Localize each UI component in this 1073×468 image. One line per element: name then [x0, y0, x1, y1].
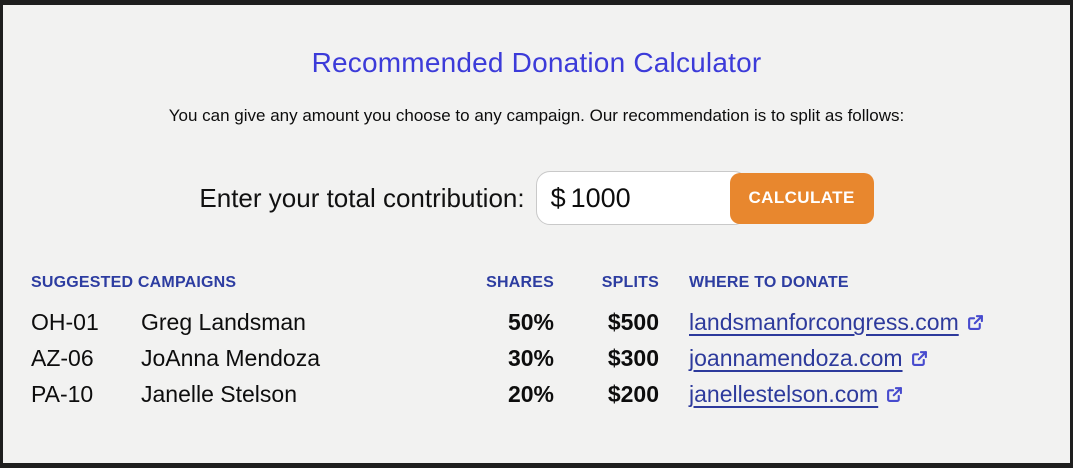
external-link-icon [967, 314, 984, 331]
page-title: Recommended Donation Calculator [311, 47, 762, 78]
split-amount: $500 [607, 309, 659, 335]
candidate-name: Greg Landsman [141, 309, 306, 335]
header-where-to-donate: WHERE TO DONATE [689, 274, 849, 291]
district-code: AZ-06 [31, 345, 94, 371]
header-splits: SPLITS [601, 274, 659, 291]
currency-prefix: $ [550, 182, 566, 213]
share-percent: 50% [507, 309, 554, 335]
split-amount: $200 [607, 381, 659, 407]
donate-link[interactable]: janellestelson.com [689, 381, 879, 407]
donate-link[interactable]: landsmanforcongress.com [689, 309, 959, 335]
table-row-donate-cell: janellestelson.com [659, 376, 959, 412]
candidate-name: JoAnna Mendoza [141, 345, 321, 371]
calculate-button[interactable]: CALCULATE [729, 172, 874, 224]
contribution-input-box[interactable]: $ [535, 171, 748, 225]
external-link-icon [886, 386, 903, 403]
table-row-donate-cell: landsmanforcongress.com [659, 304, 983, 340]
header-suggested-campaigns: SUGGESTED CAMPAIGNS [31, 274, 237, 291]
district-code: PA-10 [31, 381, 94, 407]
district-code: OH-01 [31, 309, 99, 335]
donate-link[interactable]: joannamendoza.com [689, 345, 903, 371]
instructions-text: You can give any amount you choose to an… [168, 106, 905, 125]
header-shares: SHARES [486, 274, 554, 291]
contribution-label: Enter your total contribution: [199, 182, 525, 213]
share-percent: 20% [507, 381, 554, 407]
contribution-form: Enter your total contribution: $ CALCULA… [3, 171, 1070, 225]
candidate-name: Janelle Stelson [141, 381, 297, 407]
suggested-campaigns-table: SUGGESTED CAMPAIGNS SHARES SPLITS WHERE … [31, 271, 983, 412]
external-link-icon [911, 350, 928, 367]
table-row-donate-cell: joannamendoza.com [659, 340, 959, 376]
contribution-input[interactable] [570, 182, 721, 214]
share-percent: 30% [507, 345, 554, 371]
split-amount: $300 [607, 345, 659, 371]
